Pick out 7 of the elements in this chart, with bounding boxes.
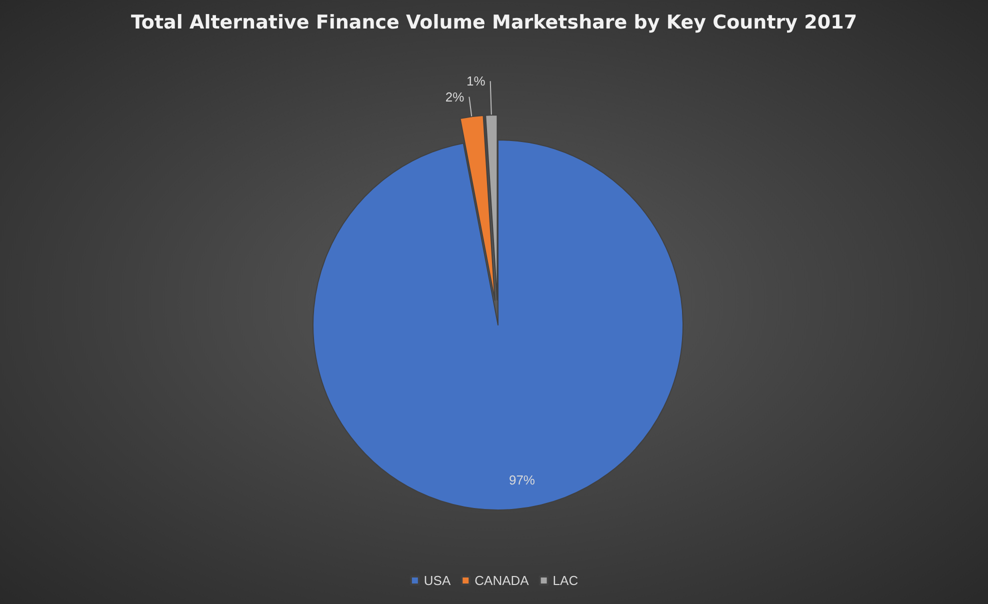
chart-title: Total Alternative Finance Volume Marketshare by Key Country 2017 <box>130 12 858 34</box>
legend-label: CANADA <box>474 573 530 588</box>
data-label: 1% <box>466 74 486 89</box>
legend-label: LAC <box>552 573 578 588</box>
data-label: 97% <box>508 472 536 488</box>
data-label: 2% <box>445 89 465 104</box>
legend-label: USA <box>424 573 451 588</box>
